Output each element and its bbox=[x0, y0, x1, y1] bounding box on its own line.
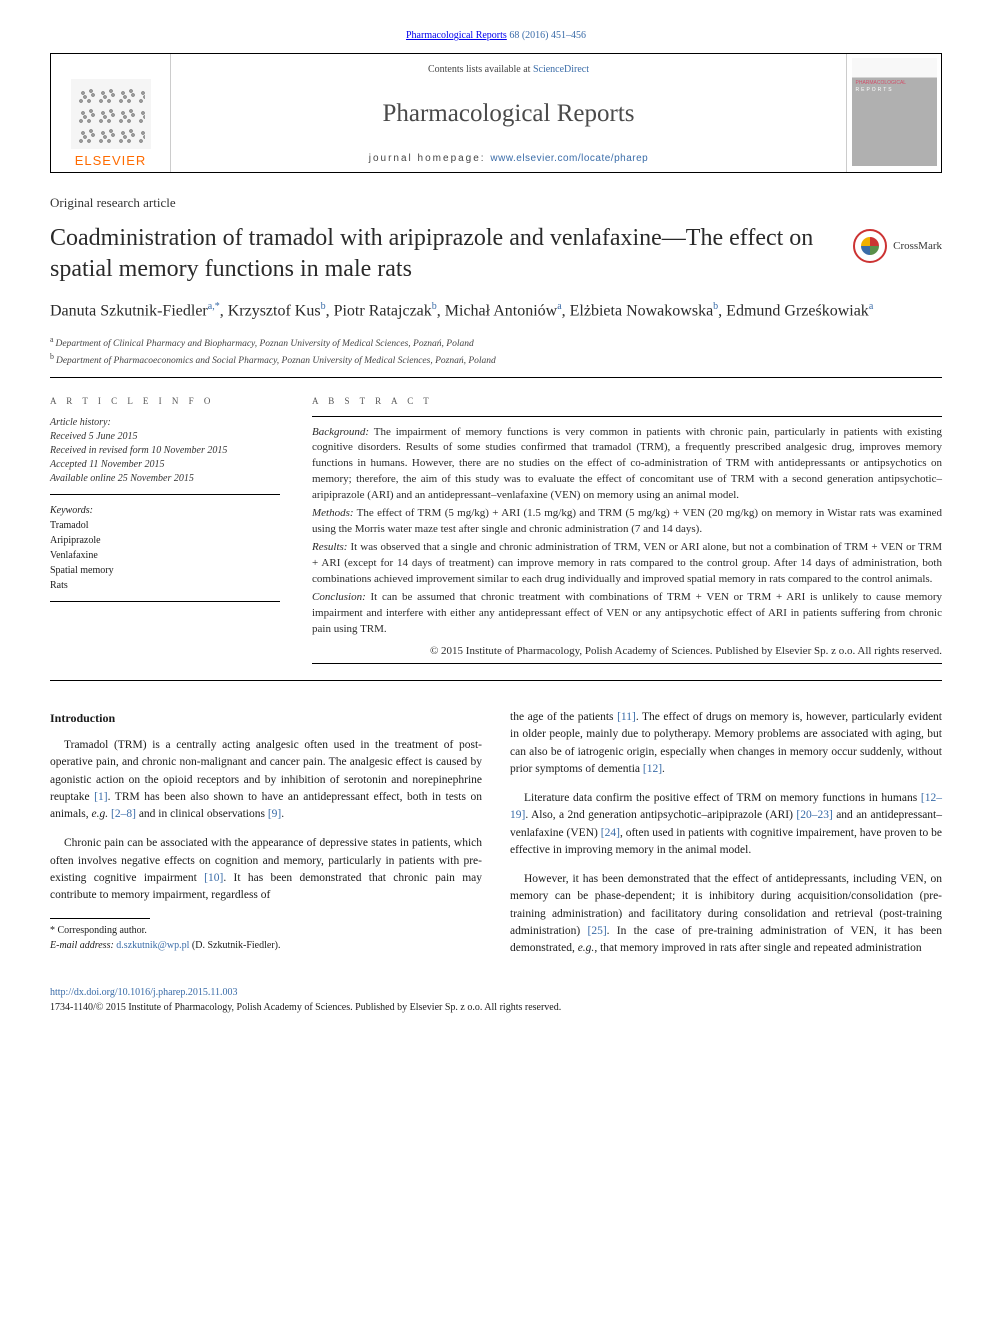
history-revised: Received in revised form 10 November 201… bbox=[50, 444, 280, 458]
article-info-column: A R T I C L E I N F O Article history: R… bbox=[50, 396, 280, 673]
abstract-copyright: © 2015 Institute of Pharmacology, Polish… bbox=[312, 644, 942, 659]
affiliation-a: aDepartment of Clinical Pharmacy and Bio… bbox=[50, 334, 942, 351]
right-column: the age of the patients [11]. The effect… bbox=[510, 709, 942, 969]
citation-journal-link[interactable]: Pharmacological Reports bbox=[406, 30, 507, 41]
keywords-list: Tramadol Aripiprazole Venlafaxine Spatia… bbox=[50, 518, 280, 593]
body-para: However, it has been demonstrated that t… bbox=[510, 871, 942, 957]
header-center: Contents lists available at ScienceDirec… bbox=[171, 54, 846, 172]
corresponding-label: * Corresponding author. bbox=[50, 923, 482, 938]
history-received: Received 5 June 2015 bbox=[50, 430, 280, 444]
abstract-para: The effect of TRM (5 mg/kg) + ARI (1.5 m… bbox=[312, 507, 942, 535]
divider bbox=[312, 663, 942, 664]
abstract-para: It was observed that a single and chroni… bbox=[312, 541, 942, 585]
divider bbox=[50, 680, 942, 681]
author-list: Danuta Szkutnik-Fiedlera,*, Krzysztof Ku… bbox=[50, 299, 942, 323]
page-footer: http://dx.doi.org/10.1016/j.pharep.2015.… bbox=[50, 985, 942, 1015]
article-type: Original research article bbox=[50, 195, 942, 211]
abstract-label: Results: bbox=[312, 541, 347, 553]
crossmark-icon bbox=[853, 229, 887, 263]
cover-cell bbox=[846, 54, 941, 172]
abstract-label: Background: bbox=[312, 426, 369, 438]
abstract-text: Background: The impairment of memory fun… bbox=[312, 425, 942, 660]
homepage-label: journal homepage: bbox=[369, 153, 491, 164]
homepage-line: journal homepage: www.elsevier.com/locat… bbox=[369, 153, 648, 164]
sciencedirect-link[interactable]: ScienceDirect bbox=[533, 64, 589, 75]
corresponding-email-link[interactable]: d.szkutnik@wp.pl bbox=[116, 940, 189, 951]
citation-vol-pages: 68 (2016) 451–456 bbox=[507, 30, 586, 41]
crossmark-label: CrossMark bbox=[893, 240, 942, 252]
body-para: Tramadol (TRM) is a centrally acting ana… bbox=[50, 737, 482, 823]
keyword: Spatial memory bbox=[50, 563, 280, 578]
body-para: Literature data confirm the positive eff… bbox=[510, 790, 942, 859]
intro-heading: Introduction bbox=[50, 709, 482, 727]
journal-name: Pharmacological Reports bbox=[382, 100, 634, 128]
affiliations: aDepartment of Clinical Pharmacy and Bio… bbox=[50, 334, 942, 369]
affiliation-b: bDepartment of Pharmacoeconomics and Soc… bbox=[50, 351, 942, 368]
keyword: Rats bbox=[50, 578, 280, 593]
citation-line: Pharmacological Reports 68 (2016) 451–45… bbox=[50, 30, 942, 41]
keyword: Aripiprazole bbox=[50, 533, 280, 548]
keyword: Tramadol bbox=[50, 518, 280, 533]
doi-link[interactable]: http://dx.doi.org/10.1016/j.pharep.2015.… bbox=[50, 987, 238, 998]
journal-cover-icon bbox=[852, 58, 937, 166]
homepage-link[interactable]: www.elsevier.com/locate/pharep bbox=[490, 153, 648, 164]
abstract-para: The impairment of memory functions is ve… bbox=[312, 426, 942, 502]
contents-prefix: Contents lists available at bbox=[428, 64, 533, 75]
footnote-rule bbox=[50, 918, 150, 919]
abstract-column: A B S T R A C T Background: The impairme… bbox=[312, 396, 942, 673]
crossmark-badge[interactable]: CrossMark bbox=[853, 229, 942, 263]
corresponding-footnote: * Corresponding author. E-mail address: … bbox=[50, 923, 482, 953]
publisher-name: ELSEVIER bbox=[75, 153, 147, 168]
article-title: Coadministration of tramadol with aripip… bbox=[50, 223, 837, 285]
email-label: E-mail address: bbox=[50, 940, 116, 951]
article-info-heading: A R T I C L E I N F O bbox=[50, 396, 280, 406]
keyword: Venlafaxine bbox=[50, 548, 280, 563]
history-online: Available online 25 November 2015 bbox=[50, 472, 280, 486]
body-para: the age of the patients [11]. The effect… bbox=[510, 709, 942, 778]
abstract-label: Methods: bbox=[312, 507, 354, 519]
issn-copyright: 1734-1140/© 2015 Institute of Pharmacolo… bbox=[50, 1000, 942, 1015]
keywords-label: Keywords: bbox=[50, 505, 280, 516]
publisher-cell: ELSEVIER bbox=[51, 54, 171, 172]
elsevier-tree-icon bbox=[71, 79, 151, 149]
contents-available: Contents lists available at ScienceDirec… bbox=[428, 64, 589, 75]
abstract-label: Conclusion: bbox=[312, 591, 366, 603]
abstract-heading: A B S T R A C T bbox=[312, 396, 942, 406]
left-column: Introduction Tramadol (TRM) is a central… bbox=[50, 709, 482, 969]
history-accepted: Accepted 11 November 2015 bbox=[50, 458, 280, 472]
body-para: Chronic pain can be associated with the … bbox=[50, 835, 482, 904]
history-label: Article history: bbox=[50, 416, 280, 430]
body-columns: Introduction Tramadol (TRM) is a central… bbox=[50, 709, 942, 969]
divider bbox=[50, 377, 942, 378]
email-attribution: (D. Szkutnik-Fiedler). bbox=[189, 940, 280, 951]
journal-header: ELSEVIER Contents lists available at Sci… bbox=[50, 53, 942, 173]
divider bbox=[312, 416, 942, 417]
abstract-para: It can be assumed that chronic treatment… bbox=[312, 591, 942, 635]
